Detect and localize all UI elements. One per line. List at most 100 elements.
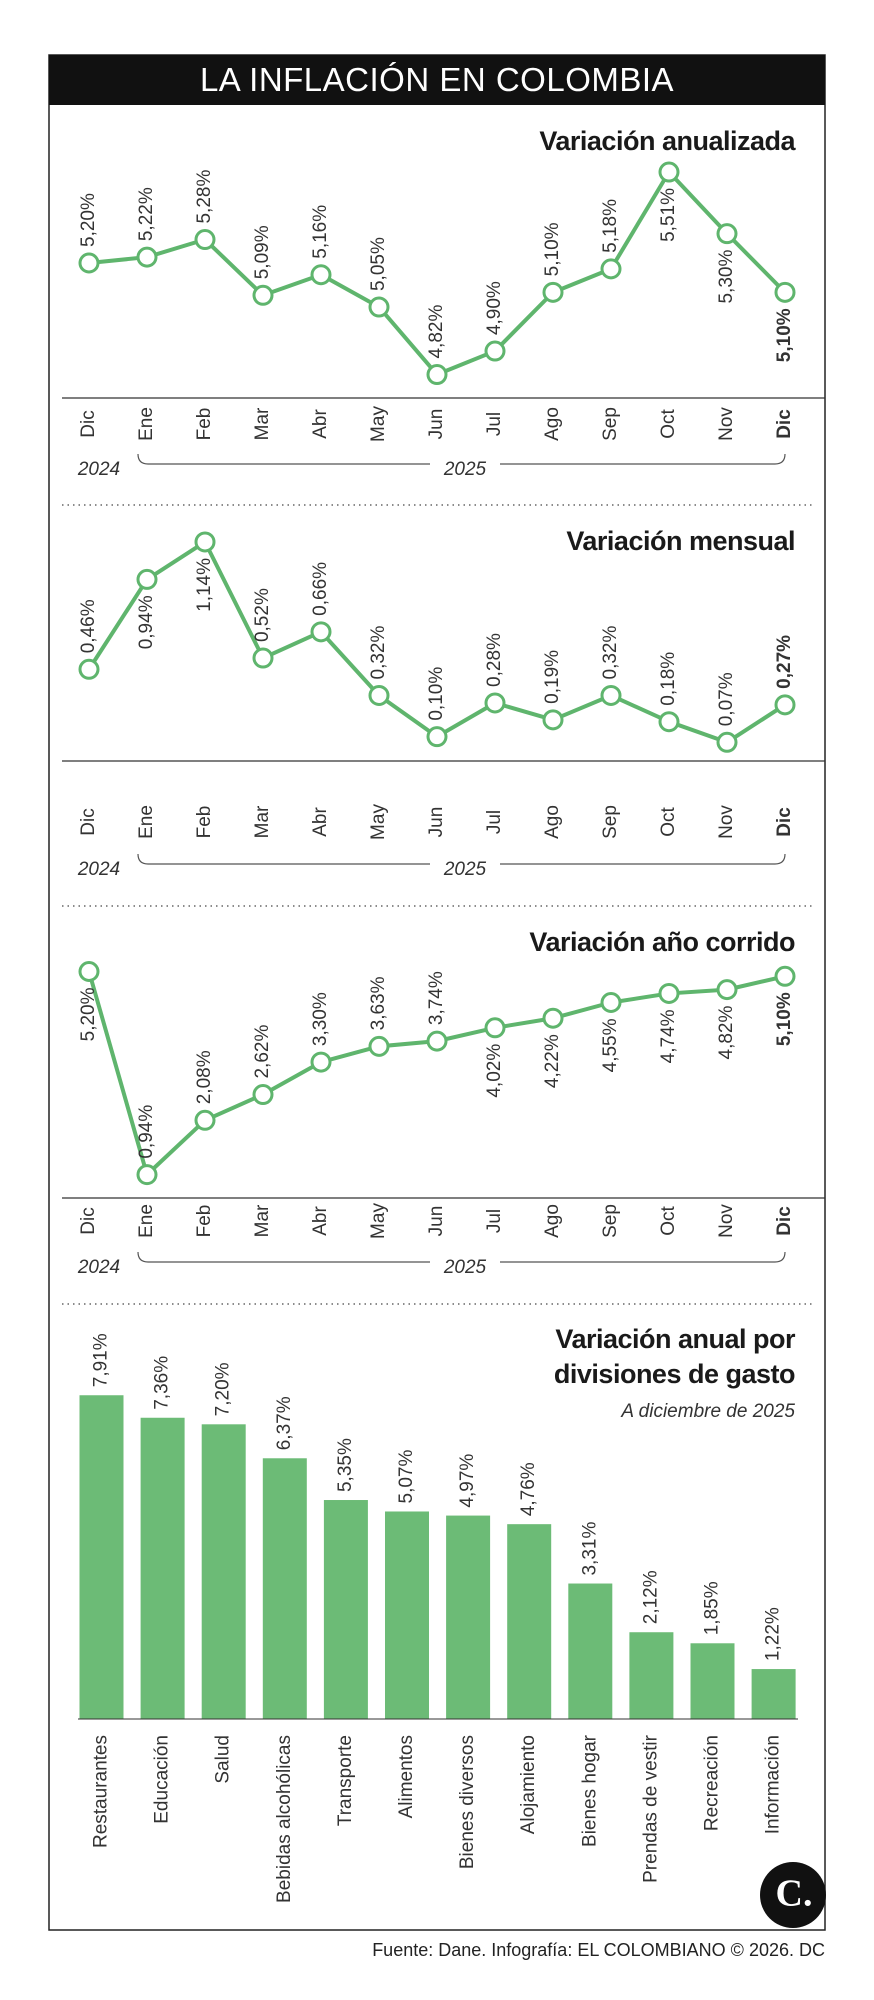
point — [252, 284, 274, 306]
value-label: 2,08% — [194, 1050, 215, 1104]
value-label: 5,07% — [396, 1450, 417, 1504]
x-tick-label: Sep — [600, 805, 621, 839]
value-label: 3,30% — [310, 992, 331, 1046]
x-tick-label: Educación — [152, 1735, 173, 1824]
x-tick-label: Mar — [252, 407, 273, 440]
point — [542, 1007, 564, 1029]
value-label: 5,35% — [335, 1438, 356, 1492]
point — [78, 658, 100, 680]
bar — [751, 1669, 796, 1719]
point — [484, 1017, 506, 1039]
year-label: 2025 — [443, 1257, 487, 1278]
value-label: 4,22% — [542, 1034, 563, 1088]
x-tick-label: Alimentos — [396, 1735, 417, 1818]
logo-circle — [760, 1862, 826, 1928]
value-label: 7,91% — [91, 1333, 112, 1387]
bracket — [137, 453, 786, 465]
value-label: 5,05% — [368, 237, 389, 291]
value-label: 0,32% — [600, 626, 621, 680]
header-title: LA INFLACIÓN EN COLOMBIA — [49, 55, 825, 105]
panel-subtitle: A diciembre de 2025 — [621, 1401, 795, 1422]
value-label: 4,74% — [658, 1009, 679, 1063]
value-label: 5,10% — [774, 308, 795, 362]
bar — [568, 1583, 613, 1719]
bar — [262, 1458, 307, 1719]
point — [136, 246, 158, 268]
value-label: 1,14% — [194, 558, 215, 612]
value-label: 0,52% — [252, 588, 273, 642]
value-label: 7,36% — [152, 1356, 173, 1410]
value-label: 0,46% — [78, 599, 99, 653]
x-tick-label: Ene — [136, 407, 157, 441]
x-tick-label: Sep — [600, 407, 621, 441]
point — [136, 1164, 158, 1186]
bracket — [137, 853, 786, 865]
x-tick-label: Prendas de vestir — [640, 1734, 661, 1883]
x-tick-label: Dic — [78, 1207, 99, 1234]
x-tick-label: Ene — [136, 805, 157, 839]
x-tick-label: May — [368, 1203, 389, 1239]
source: Fuente: Dane. Infografía: EL COLOMBIANO … — [372, 1940, 825, 1960]
value-label: 0,94% — [136, 595, 157, 649]
value-label: 1,22% — [763, 1607, 784, 1661]
x-tick-label: Mar — [252, 1204, 273, 1237]
point — [194, 229, 216, 251]
x-tick-label: Sep — [600, 1204, 621, 1238]
value-label: 5,51% — [658, 188, 679, 242]
x-tick-label: Abr — [310, 409, 331, 439]
value-label: 0,07% — [716, 672, 737, 726]
x-tick-label: Nov — [716, 407, 737, 441]
x-tick-label: Feb — [194, 1205, 215, 1238]
value-label: 5,16% — [310, 205, 331, 259]
point — [658, 982, 680, 1004]
x-tick-label: Jul — [484, 810, 505, 834]
value-label: 4,02% — [484, 1044, 505, 1098]
x-tick-label: Abr — [310, 807, 331, 837]
x-tick-label: Salud — [213, 1735, 234, 1784]
point — [426, 726, 448, 748]
point — [600, 684, 622, 706]
logo-text: C. — [776, 1873, 813, 1915]
bar — [446, 1515, 491, 1719]
point — [716, 979, 738, 1001]
point — [658, 161, 680, 183]
value-label: 4,97% — [457, 1454, 478, 1508]
value-label: 6,37% — [274, 1396, 295, 1450]
x-tick-label: Jun — [426, 807, 447, 838]
point — [194, 1109, 216, 1131]
value-label: 4,55% — [600, 1018, 621, 1072]
x-tick-label: Dic — [774, 1206, 795, 1236]
value-label: 0,27% — [774, 635, 795, 689]
point — [774, 965, 796, 987]
bar — [629, 1632, 674, 1719]
bar — [507, 1524, 552, 1719]
x-tick-label: Nov — [716, 805, 737, 839]
x-tick-label: Feb — [194, 408, 215, 441]
value-label: 2,12% — [640, 1570, 661, 1624]
value-label: 4,90% — [484, 281, 505, 335]
point — [310, 1051, 332, 1073]
x-tick-label: Bienes hogar — [579, 1734, 600, 1847]
x-tick-label: May — [368, 804, 389, 840]
point — [252, 1084, 274, 1106]
year-label: 2025 — [443, 459, 487, 480]
x-tick-label: Nov — [716, 1204, 737, 1238]
x-tick-label: Jul — [484, 1209, 505, 1233]
x-tick-label: May — [368, 406, 389, 442]
x-tick-label: Bebidas alcohólicas — [274, 1735, 295, 1903]
value-label: 7,20% — [213, 1362, 234, 1416]
point — [542, 709, 564, 731]
value-label: 5,10% — [542, 222, 563, 276]
value-label: 3,74% — [426, 971, 447, 1025]
point — [136, 568, 158, 590]
value-label: 5,20% — [78, 193, 99, 247]
x-tick-label: Recreación — [702, 1735, 723, 1831]
x-tick-label: Oct — [658, 1206, 679, 1236]
bracket — [137, 1251, 786, 1263]
value-label: 1,85% — [702, 1581, 723, 1635]
panel-title: Variación año corrido — [529, 927, 795, 957]
bar — [690, 1643, 735, 1719]
point — [426, 364, 448, 386]
x-tick-label: Información — [763, 1735, 784, 1834]
point — [368, 296, 390, 318]
